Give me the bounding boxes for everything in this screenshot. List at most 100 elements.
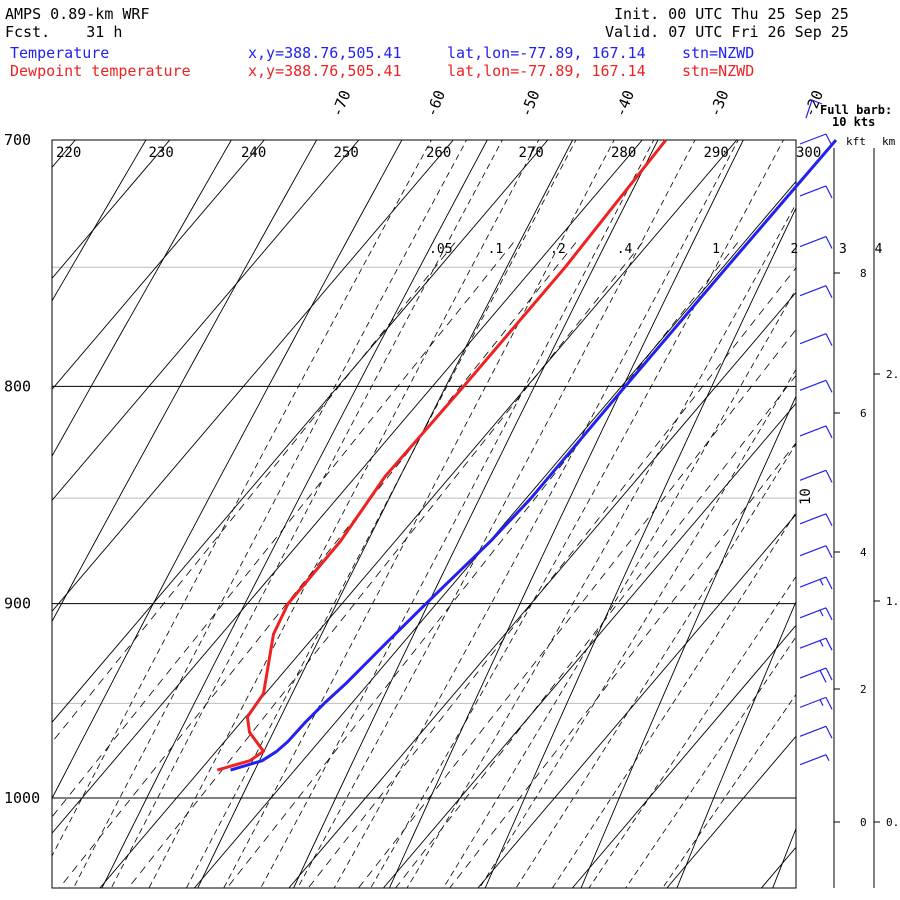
wind-barb [799,545,833,558]
moist-adiabat [73,140,468,888]
wind-barb [799,235,833,249]
temperature-tick-label: -70 [328,88,355,120]
barb-full [825,607,833,621]
barb-staff [799,333,827,345]
barb-full [825,133,833,147]
isotherm-line [288,291,796,888]
barb-staff [799,607,827,619]
moist-adiabat [625,636,796,888]
barb-full [825,667,833,681]
moist-adiabat [406,203,796,888]
barb-staff [799,379,827,391]
isotherm-line [477,513,796,888]
moist-adiabat [52,140,432,857]
mixing-ratio-label: 2 [790,242,798,257]
wind-barb [799,133,833,147]
barb-full [825,185,833,199]
wind-barb [799,754,830,766]
kft-tick-label: 0 [860,816,867,829]
dry-adiabat [293,140,659,888]
valid-time: Valid. 07 UTC Fri 26 Sep 25 [605,23,849,41]
dry-adiabat [388,140,744,888]
isotherm-line [99,140,738,888]
dry-adiabat [580,395,796,888]
mixing-ratio-line [395,374,796,888]
kft-tick-label: 2 [860,683,867,696]
barb-value-label: 10 [798,488,814,505]
barb-half [819,579,824,586]
moist-adiabat [223,140,615,888]
plot-frame [51,139,797,889]
wind-barb [799,185,833,199]
moist-adiabat [185,140,577,888]
barb-staff [799,696,827,708]
mixing-ratio-line [127,242,643,888]
barb-full [825,697,833,710]
barb-half [825,754,830,761]
mixing-ratio-line [226,242,739,888]
barb-half [819,699,824,706]
moist-adiabat [333,140,739,888]
mixing-ratio-label: 3 [839,242,847,257]
mixing-ratio-line [52,242,456,743]
lat-lon-blue: lat,lon=-77.89, 167.14 [447,44,646,62]
grid-xy-blue: x,y=388.76,505.41 [248,44,402,62]
dry-adiabat-label: 300 [796,145,821,161]
wind-barb [799,469,833,483]
moist-adiabat [148,140,540,888]
barb-staff [799,637,827,649]
moist-adiabat [260,140,655,888]
grid-xy-red: x,y=388.76,505.41 [248,62,402,80]
barb-staff [799,576,827,588]
moist-adiabat [110,140,503,888]
mixing-ratio-label: 4 [875,242,883,257]
dry-adiabat-label: 290 [704,145,729,161]
moist-adiabat [588,575,796,888]
dry-adiabat-label: 230 [149,145,174,161]
temperature-profile-line [230,139,838,772]
moist-adiabat [479,368,796,888]
dry-adiabat-label: 220 [56,145,81,161]
wind-barb [799,285,833,298]
barb-full [825,726,833,739]
mixing-ratio-label: 1 [712,242,720,257]
barb-staff [799,133,827,145]
mixing-ratio-label: .05 [429,242,452,257]
dry-adiabat-label: 270 [519,145,544,161]
moist-adiabat [515,443,796,888]
kft-tick-label: 4 [860,546,867,559]
dry-adiabat-label: 240 [241,145,266,161]
barb-staff [799,425,827,437]
isotherm-line [52,140,643,834]
lat-lon-red: lat,lon=-77.89, 167.14 [447,62,646,80]
km-label: km [882,135,896,148]
isotherm-line [383,402,796,888]
wind-barb [799,379,833,393]
mixing-ratio-line [357,329,796,888]
wind-barb [799,725,833,739]
wind-barb [799,696,833,710]
moist-adiabat [662,693,796,888]
mixing-ratio-line [449,442,796,888]
barb-half [819,640,824,647]
barb-full [825,333,833,346]
barb-full [825,470,833,483]
wind-barb [799,667,833,683]
station-red: stn=NZWD [682,62,755,80]
dry-adiabat-label: 280 [611,145,636,161]
barb-staff [799,235,827,248]
temperature-tick-label: -30 [706,88,733,120]
mixing-ratio-line [52,242,514,818]
pressure-tick-label: 1000 [4,789,40,807]
dry-adiabat-label: 250 [334,145,359,161]
dry-adiabat [772,827,796,888]
barb-full [825,513,833,527]
dry-adiabat [101,140,488,888]
fcst-value: 31 h [86,23,123,41]
kft-label: kft [846,135,866,148]
station-blue: stn=NZWD [682,44,755,62]
isotherm-line [52,140,454,612]
wind-barb [799,333,833,346]
